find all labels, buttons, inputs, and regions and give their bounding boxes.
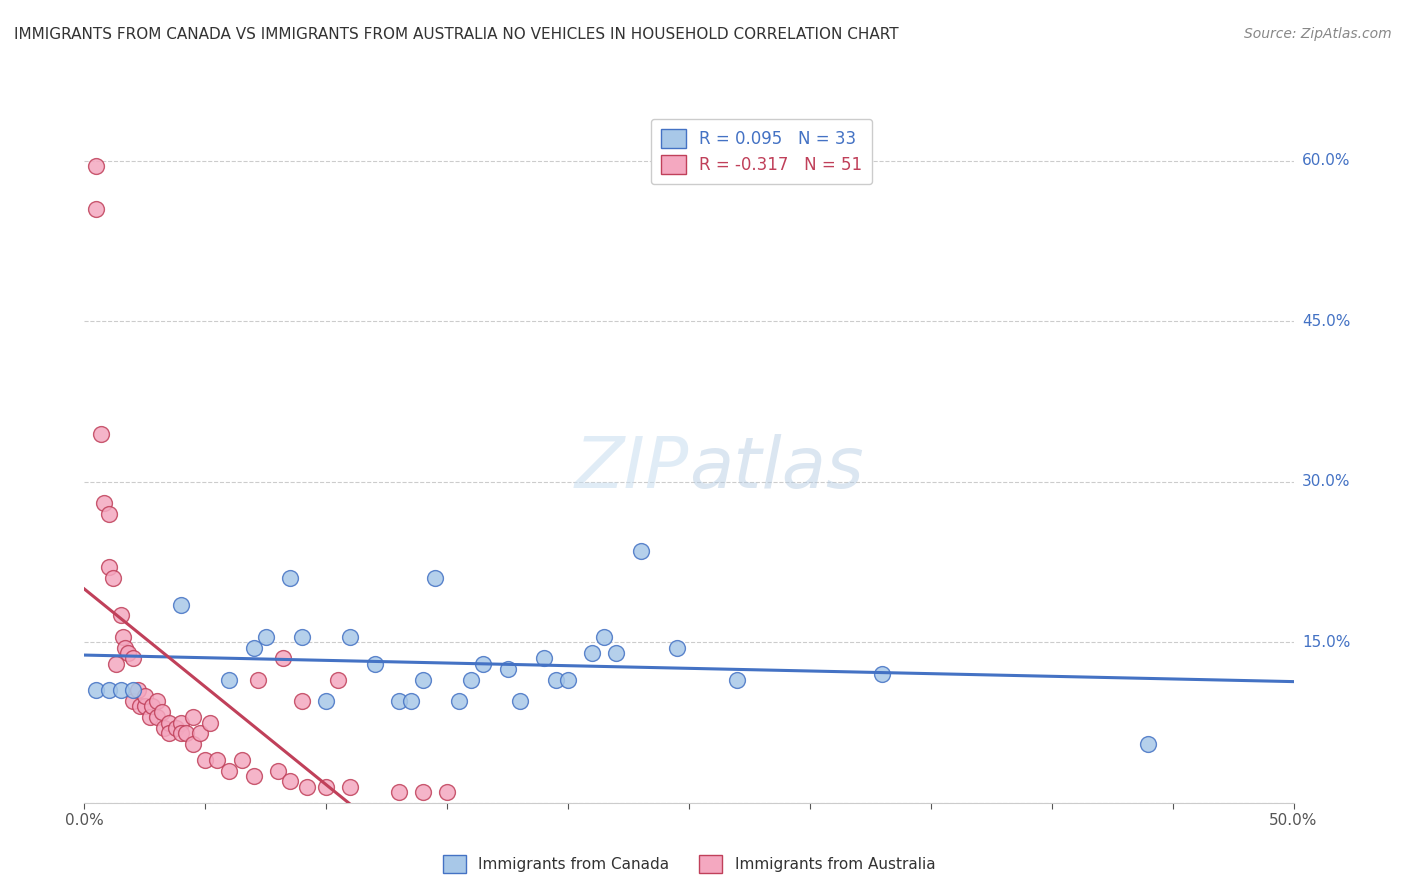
Point (242, 769, 264, 783)
Point (291, 694, 314, 708)
Point (291, 630, 314, 644)
Point (150, 705, 173, 719)
Point (110, 683, 132, 698)
Point (630, 544, 652, 558)
Point (725, 673, 748, 687)
Point (399, 694, 422, 708)
Text: 60.0%: 60.0% (1302, 153, 1350, 168)
Point (242, 640, 264, 655)
Point (533, 651, 555, 665)
Point (1137, 737, 1160, 751)
Point (295, 780, 318, 794)
Point (153, 721, 176, 735)
Point (207, 753, 229, 767)
Text: 30.0%: 30.0% (1302, 475, 1350, 489)
Point (170, 715, 193, 730)
Point (121, 683, 143, 698)
Text: ZIP: ZIP (575, 434, 689, 503)
Point (278, 571, 301, 585)
Point (170, 598, 193, 612)
Point (170, 726, 193, 740)
Point (247, 673, 270, 687)
Point (339, 630, 361, 644)
Point (112, 630, 135, 644)
Point (267, 764, 290, 778)
Text: 15.0%: 15.0% (1302, 635, 1350, 649)
Point (436, 785, 458, 799)
Point (190, 726, 212, 740)
Point (117, 646, 139, 660)
Legend: Immigrants from Canada, Immigrants from Australia: Immigrants from Canada, Immigrants from … (436, 849, 942, 879)
Point (103, 571, 125, 585)
Point (872, 667, 894, 681)
Point (129, 699, 152, 714)
Text: IMMIGRANTS FROM CANADA VS IMMIGRANTS FROM AUSTRALIA NO VEHICLES IN HOUSEHOLD COR: IMMIGRANTS FROM CANADA VS IMMIGRANTS FRO… (14, 27, 898, 42)
Point (90, 426, 112, 441)
Point (363, 657, 385, 671)
Point (218, 673, 240, 687)
Point (134, 689, 156, 703)
Point (97, 683, 120, 698)
Point (315, 694, 337, 708)
Point (181, 737, 204, 751)
Point (141, 699, 163, 714)
Point (134, 699, 156, 714)
Point (146, 710, 169, 724)
Point (194, 753, 217, 767)
Point (146, 694, 169, 708)
Point (315, 780, 337, 794)
Point (218, 764, 240, 778)
Point (496, 662, 519, 676)
Text: Source: ZipAtlas.com: Source: ZipAtlas.com (1244, 27, 1392, 41)
Point (557, 673, 579, 687)
Point (278, 774, 301, 789)
Point (605, 646, 627, 660)
Point (198, 715, 221, 730)
Point (127, 683, 149, 698)
Point (460, 673, 482, 687)
Point (388, 694, 411, 708)
Point (121, 694, 143, 708)
Point (121, 651, 143, 665)
Point (86, 683, 108, 698)
Point (423, 571, 446, 585)
Point (593, 630, 616, 644)
Point (271, 651, 294, 665)
Point (174, 726, 197, 740)
Point (328, 673, 350, 687)
Point (157, 726, 180, 740)
Point (412, 673, 434, 687)
Point (97, 507, 120, 521)
Point (665, 640, 688, 655)
Point (93, 496, 115, 510)
Point (254, 630, 277, 644)
Text: atlas: atlas (689, 434, 863, 503)
Point (339, 780, 361, 794)
Point (157, 715, 180, 730)
Point (412, 785, 434, 799)
Point (86, 159, 108, 173)
Point (449, 694, 471, 708)
Point (181, 710, 204, 724)
Point (104, 657, 127, 671)
Text: 45.0%: 45.0% (1302, 314, 1350, 328)
Point (110, 608, 132, 623)
Point (86, 202, 108, 216)
Point (231, 753, 253, 767)
Point (472, 657, 495, 671)
Point (509, 694, 531, 708)
Point (138, 710, 160, 724)
Point (581, 646, 603, 660)
Point (388, 785, 411, 799)
Point (114, 640, 136, 655)
Point (544, 673, 567, 687)
Point (97, 560, 120, 574)
Point (165, 721, 187, 735)
